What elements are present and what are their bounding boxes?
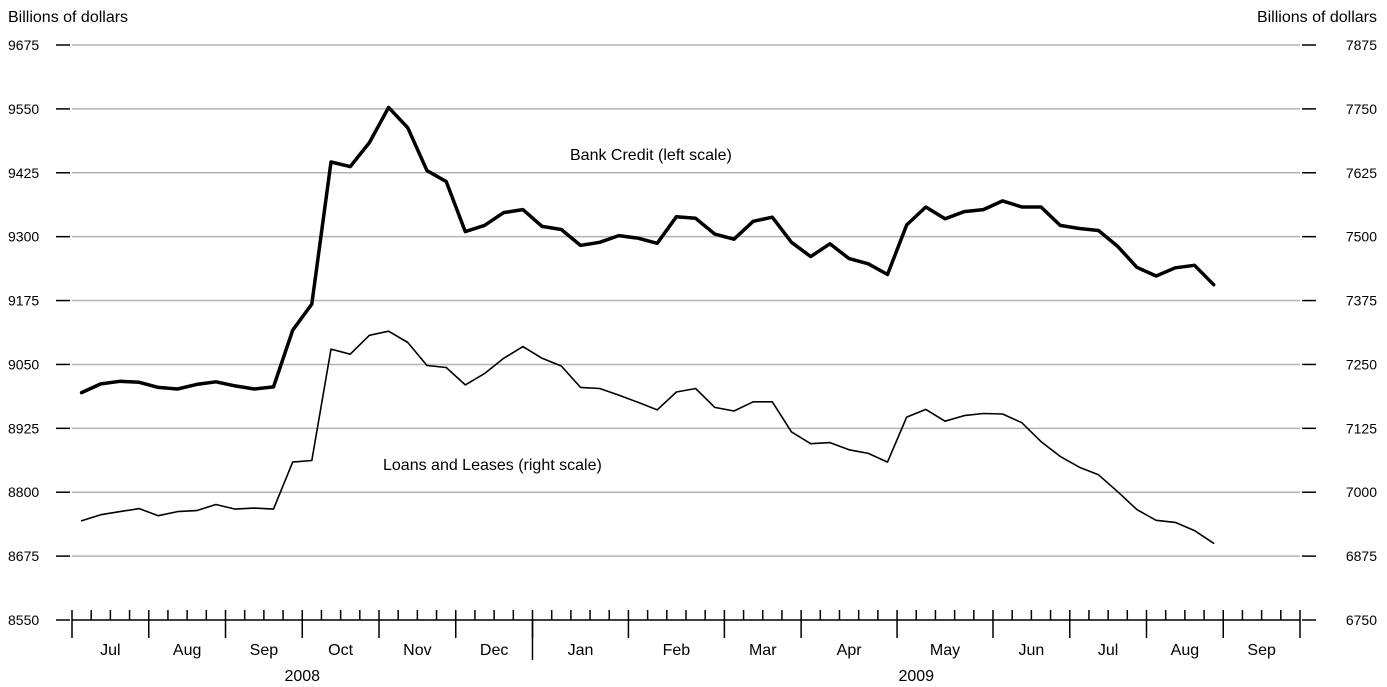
- month-label-5: Dec: [480, 642, 508, 659]
- right-tick-label-4: 7375: [1346, 293, 1377, 309]
- month-label-10: May: [930, 642, 960, 659]
- right-tick-label-0: 7875: [1346, 37, 1377, 53]
- right-tick-label-8: 6875: [1346, 548, 1377, 564]
- series-layer: [79, 105, 1216, 545]
- series-line-0: [79, 105, 1216, 395]
- left-tick-label-1: 9550: [8, 101, 39, 117]
- right-tick-label-1: 7750: [1346, 101, 1377, 117]
- year-label-0: 2008: [284, 668, 320, 685]
- month-label-0: Jul: [100, 642, 120, 659]
- month-label-2: Sep: [250, 642, 279, 659]
- month-label-3: Oct: [328, 642, 353, 659]
- month-label-14: Sep: [1247, 642, 1276, 659]
- right-tick-label-7: 7000: [1346, 484, 1377, 500]
- month-label-11: Jun: [1018, 642, 1044, 659]
- left-tick-label-6: 8925: [8, 420, 39, 436]
- bank-credit-label: Bank Credit (left scale): [570, 147, 732, 164]
- right-tick-label-6: 7125: [1346, 420, 1377, 436]
- left-tick-label-4: 9175: [8, 293, 39, 309]
- series-line-1: [80, 330, 1215, 545]
- left-tick-label-5: 9050: [8, 356, 39, 372]
- left-tick-label-0: 9675: [8, 37, 39, 53]
- right-tick-label-5: 7250: [1346, 356, 1377, 372]
- left-tick-label-9: 8550: [8, 612, 39, 628]
- month-label-8: Mar: [749, 642, 777, 659]
- left-tick-label-8: 8675: [8, 548, 39, 564]
- grid-layer: [72, 44, 1300, 557]
- left-axis-title: Billions of dollars: [8, 9, 128, 26]
- right-tick-label-3: 7500: [1346, 229, 1377, 245]
- axes-layer: 9675 7875 9550 7750 9425 7625 9300 7500 9175 7375…: [8, 37, 1377, 685]
- month-label-1: Aug: [173, 642, 201, 659]
- month-label-13: Aug: [1171, 642, 1199, 659]
- right-tick-label-2: 7625: [1346, 165, 1377, 181]
- month-label-9: Apr: [837, 642, 863, 659]
- left-tick-label-7: 8800: [8, 484, 39, 500]
- loans-leases-label: Loans and Leases (right scale): [383, 457, 602, 474]
- year-label-1: 2009: [898, 668, 934, 685]
- left-tick-label-3: 9300: [8, 229, 39, 245]
- left-tick-label-2: 9425: [8, 165, 39, 181]
- month-label-6: Jan: [568, 642, 594, 659]
- right-axis-title: Billions of dollars: [1257, 9, 1377, 26]
- month-label-7: Feb: [663, 642, 691, 659]
- month-label-4: Nov: [403, 642, 431, 659]
- right-tick-label-9: 6750: [1346, 612, 1377, 628]
- month-label-12: Jul: [1098, 642, 1118, 659]
